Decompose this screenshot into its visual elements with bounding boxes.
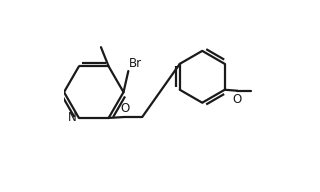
Text: O: O [120, 102, 130, 115]
Text: Br: Br [129, 57, 142, 70]
Text: N: N [68, 111, 76, 124]
Text: O: O [233, 93, 242, 106]
